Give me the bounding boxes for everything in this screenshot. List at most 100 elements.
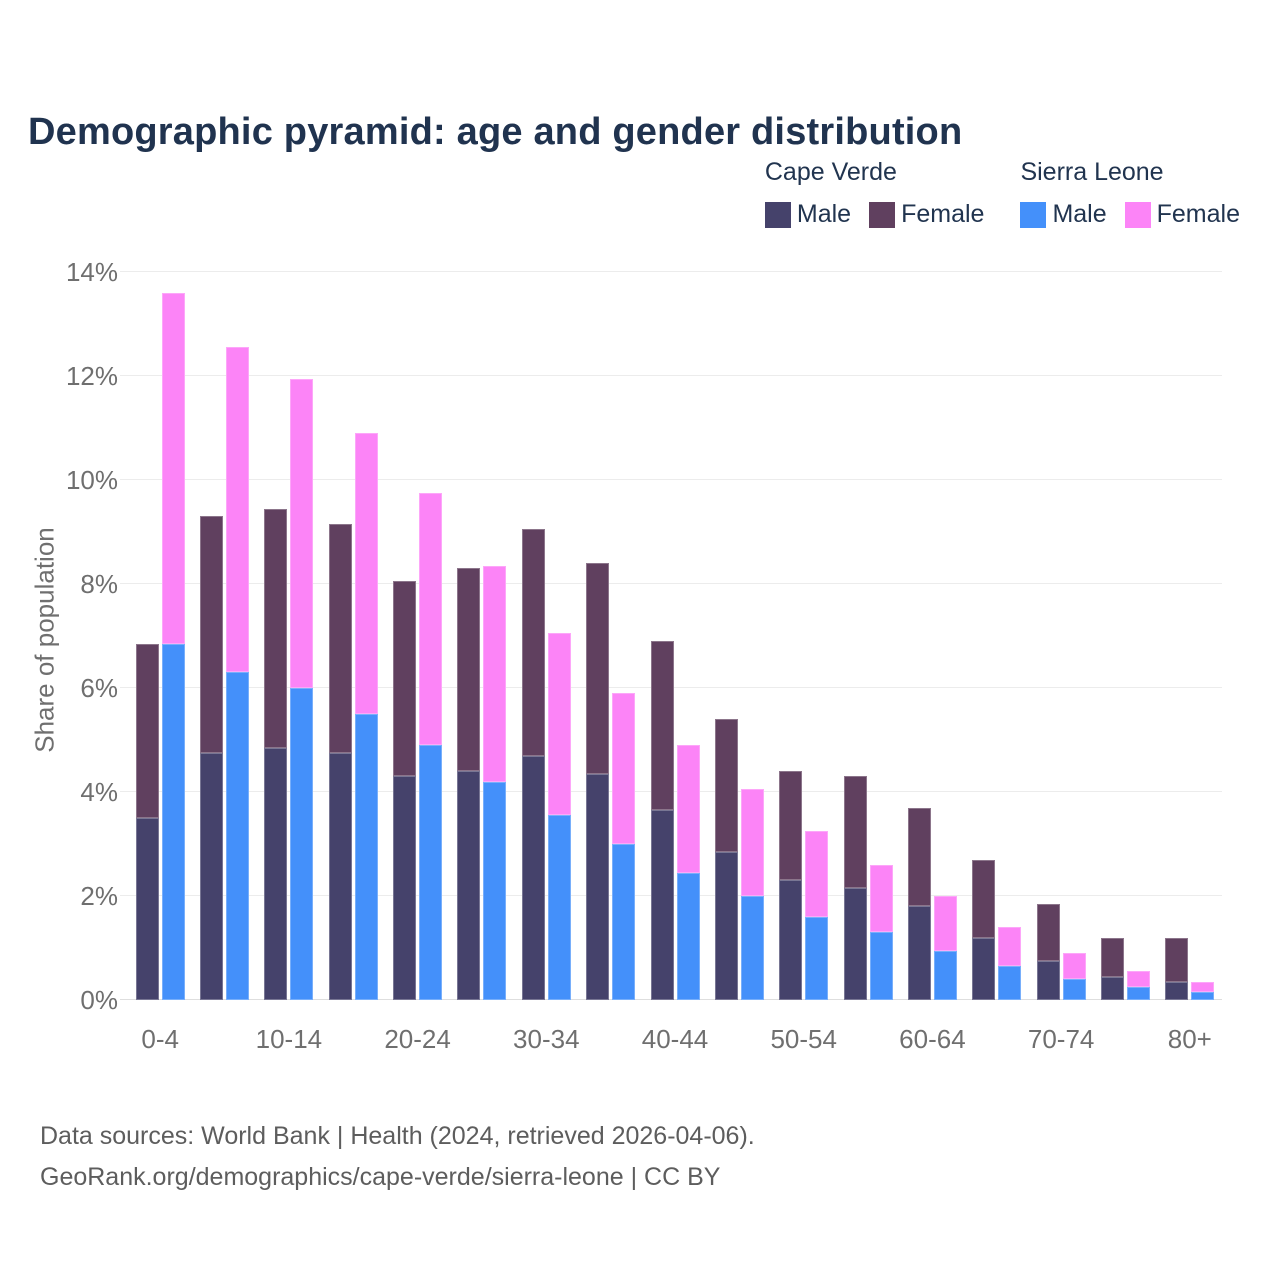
y-tick-label-10%: 10%: [65, 465, 118, 495]
bar-segment-cape-verde-male-60-64: [907, 906, 931, 1000]
bar-segment-sierra-leone-male-50-54: [805, 916, 829, 1000]
bar-segment-sierra-leone-female-75-79: [1127, 971, 1151, 988]
bar-segment-cape-verde-male-20-24: [393, 776, 417, 1000]
bar-segment-cape-verde-female-80+: [1165, 937, 1189, 982]
bar-segment-sierra-leone-female-80+: [1191, 981, 1215, 993]
bar-group-65-69: [965, 272, 1029, 1000]
stacked-bar-sierra-leone-65-69: [998, 272, 1022, 1000]
stacked-bar-sierra-leone-10-14: [290, 272, 314, 1000]
bar-segment-cape-verde-male-35-39: [586, 773, 610, 1000]
bar-segment-sierra-leone-female-65-69: [998, 927, 1022, 967]
x-tick-label-80+: 80+: [1167, 1024, 1212, 1054]
x-tick-label-70-74: 70-74: [1027, 1024, 1095, 1054]
bar-segment-cape-verde-female-10-14: [264, 508, 288, 748]
page-title: Demographic pyramid: age and gender dist…: [28, 111, 963, 154]
bar-segment-cape-verde-female-25-29: [457, 568, 481, 772]
bar-group-15-19: [321, 272, 385, 1000]
stacked-bar-sierra-leone-20-24: [419, 272, 443, 1000]
stacked-bar-sierra-leone-40-44: [676, 272, 700, 1000]
legend-item-cape-verde-female: Female: [869, 200, 984, 229]
x-tick-label-60-64: 60-64: [899, 1024, 966, 1054]
stacked-bar-cape-verde-25-29: [457, 272, 481, 1000]
legend-group-title-sierra-leone: Sierra Leone: [1020, 158, 1164, 186]
stacked-bar-sierra-leone-75-79: [1127, 272, 1151, 1000]
bar-segment-sierra-leone-male-35-39: [612, 844, 636, 1000]
bar-segment-sierra-leone-female-70-74: [1062, 953, 1086, 980]
bar-segment-sierra-leone-male-45-49: [740, 896, 764, 1000]
x-tick-label-30-34: 30-34: [513, 1024, 580, 1054]
bar-segment-sierra-leone-male-0-4: [161, 643, 185, 1000]
y-tick-label-0%: 0%: [80, 985, 118, 1015]
bar-group-70-74: [1029, 272, 1093, 1000]
stacked-bar-sierra-leone-5-9: [226, 272, 250, 1000]
bar-segment-sierra-leone-female-15-19: [354, 433, 378, 714]
stacked-bar-cape-verde-75-79: [1101, 272, 1125, 1000]
stacked-bar-cape-verde-0-4: [135, 272, 159, 1000]
bar-segment-cape-verde-male-65-69: [972, 937, 996, 1000]
bar-segment-sierra-leone-male-80+: [1191, 992, 1215, 1000]
plot-area: [120, 271, 1222, 1000]
bar-segment-cape-verde-female-70-74: [1036, 903, 1060, 961]
bar-group-80+: [1158, 272, 1222, 1000]
stacked-bar-sierra-leone-70-74: [1062, 272, 1086, 1000]
bar-segment-sierra-leone-female-10-14: [290, 378, 314, 688]
footer: Data sources: World Bank | Health (2024,…: [40, 1116, 755, 1198]
bar-segment-cape-verde-male-10-14: [264, 747, 288, 1000]
bar-group-30-34: [514, 272, 578, 1000]
stacked-bar-sierra-leone-45-49: [740, 272, 764, 1000]
bar-group-35-39: [579, 272, 643, 1000]
stacked-bar-cape-verde-80+: [1165, 272, 1189, 1000]
legend-item-sierra-leone-male: Male: [1020, 200, 1107, 229]
y-tick-label-2%: 2%: [80, 881, 118, 912]
footer-sources-line: Data sources: World Bank | Health (2024,…: [40, 1122, 755, 1150]
stacked-bar-cape-verde-20-24: [393, 272, 417, 1000]
stacked-bar-cape-verde-5-9: [200, 272, 224, 1000]
stacked-bar-cape-verde-50-54: [779, 272, 803, 1000]
legend-swatch-sierra-leone-female-icon: [1124, 201, 1151, 228]
bar-segment-sierra-leone-male-75-79: [1127, 987, 1151, 1000]
stacked-bar-cape-verde-65-69: [972, 272, 996, 1000]
bar-segment-sierra-leone-male-70-74: [1062, 979, 1086, 1000]
x-tick-label-50-54: 50-54: [770, 1024, 837, 1054]
bar-segment-cape-verde-female-40-44: [650, 641, 674, 811]
bar-segment-sierra-leone-female-60-64: [933, 896, 957, 951]
bar-segment-sierra-leone-female-25-29: [483, 565, 507, 782]
legend: Cape Verde Male Female Sierra Leone Male: [764, 158, 1240, 229]
bar-segment-cape-verde-male-80+: [1165, 981, 1189, 1000]
bar-segment-sierra-leone-male-25-29: [483, 781, 507, 1000]
x-tick-label-0-4: 0-4: [141, 1024, 179, 1054]
bar-segment-sierra-leone-male-15-19: [354, 714, 378, 1000]
bar-segment-cape-verde-male-25-29: [457, 771, 481, 1000]
gridline-8%: [120, 583, 1222, 584]
y-tick-label-8%: 8%: [80, 569, 118, 600]
y-tick-label-14%: 14%: [65, 257, 118, 287]
bar-segment-cape-verde-male-15-19: [328, 753, 352, 1000]
stacked-bar-cape-verde-15-19: [328, 272, 352, 1000]
bar-segment-sierra-leone-female-0-4: [161, 292, 185, 644]
stacked-bar-sierra-leone-80+: [1191, 272, 1215, 1000]
gridline-12%: [120, 375, 1222, 376]
bar-segment-cape-verde-male-40-44: [650, 810, 674, 1000]
y-tick-label-12%: 12%: [65, 361, 118, 391]
legend-label-sierra-leone-female: Female: [1156, 200, 1240, 228]
bar-segment-sierra-leone-male-5-9: [226, 672, 250, 1000]
bar-group-55-59: [836, 272, 900, 1000]
legend-swatch-cape-verde-female-icon: [869, 201, 896, 228]
bar-group-10-14: [257, 272, 321, 1000]
bar-group-50-54: [772, 272, 836, 1000]
legend-items-sierra-leone: Male Female: [1020, 200, 1240, 229]
legend-group-cape-verde: Cape Verde Male Female: [764, 158, 984, 229]
bar-segment-cape-verde-female-55-59: [843, 776, 867, 889]
bar-segment-sierra-leone-female-40-44: [676, 745, 700, 873]
bar-segment-cape-verde-female-65-69: [972, 859, 996, 938]
bar-group-5-9: [192, 272, 256, 1000]
bar-segment-cape-verde-female-75-79: [1101, 937, 1125, 977]
bar-segment-cape-verde-male-70-74: [1036, 961, 1060, 1000]
bar-segment-sierra-leone-female-20-24: [419, 493, 443, 746]
stacked-bar-sierra-leone-15-19: [354, 272, 378, 1000]
bar-segment-cape-verde-female-50-54: [779, 771, 803, 881]
legend-label-cape-verde-male: Male: [796, 200, 852, 228]
legend-item-cape-verde-male: Male: [764, 200, 852, 229]
